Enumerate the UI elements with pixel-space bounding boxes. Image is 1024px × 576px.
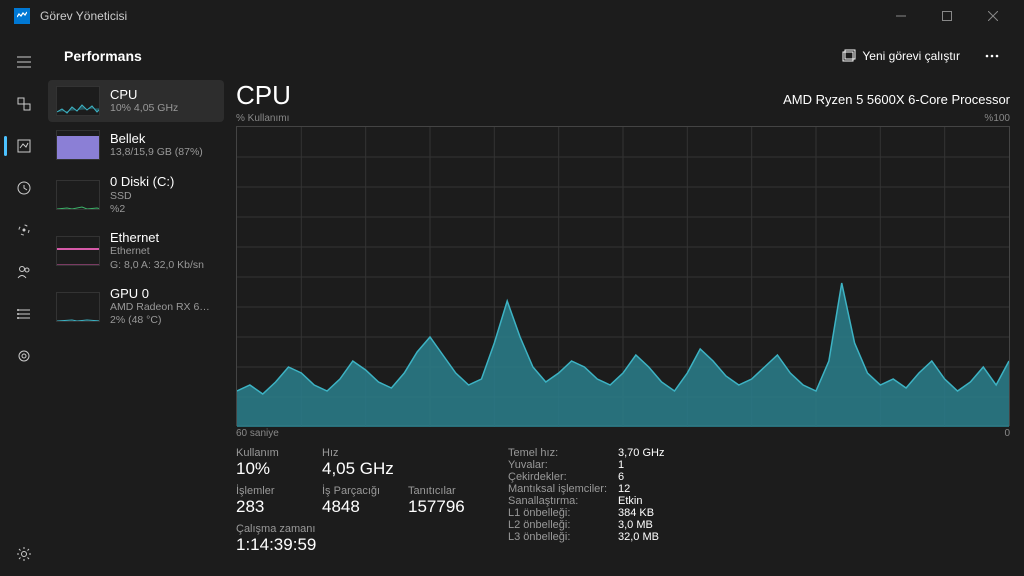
nav-rail xyxy=(0,32,48,576)
resource-item-cpu[interactable]: CPU 10% 4,05 GHz xyxy=(48,80,224,122)
titlebar: Görev Yöneticisi xyxy=(0,0,1024,32)
spec-key: Mantıksal işlemciler: xyxy=(508,483,618,495)
resource-list: CPU 10% 4,05 GHz Bellek 13,8/15,9 GB (87… xyxy=(48,80,224,568)
stat-value: 157796 xyxy=(408,497,468,517)
resource-name: CPU xyxy=(110,87,216,103)
run-task-icon xyxy=(842,49,856,63)
stat-value: 4848 xyxy=(322,497,382,517)
close-button[interactable] xyxy=(970,0,1016,32)
y-axis-label: % Kullanımı xyxy=(236,113,289,124)
stat-label: Tanıtıcılar xyxy=(408,485,468,497)
resource-sub2: 2% (48 °C) xyxy=(110,314,216,327)
new-task-label: Yeni görevi çalıştır xyxy=(862,49,960,63)
spec-value: 12 xyxy=(618,483,630,495)
stat-value: 4,05 GHz xyxy=(322,459,394,479)
resource-sub: 13,8/15,9 GB (87%) xyxy=(110,146,216,159)
minimize-button[interactable] xyxy=(878,0,924,32)
resource-item-gpu-0[interactable]: GPU 0 AMD Radeon RX 6… 2% (48 °C) xyxy=(48,280,224,334)
y-axis-max: %100 xyxy=(984,113,1010,124)
page-header: Performans Yeni görevi çalıştır xyxy=(48,32,1024,80)
spec-key: Temel hız: xyxy=(508,447,618,459)
resource-name: 0 Diski (C:) xyxy=(110,174,216,190)
spec-key: Çekirdekler: xyxy=(508,471,618,483)
rail-details[interactable] xyxy=(4,294,44,334)
resource-name: Ethernet xyxy=(110,230,216,246)
detail-panel: CPU AMD Ryzen 5 5600X 6-Core Processor %… xyxy=(236,80,1010,568)
spec-value: 32,0 MB xyxy=(618,531,659,543)
resource-item-bellek[interactable]: Bellek 13,8/15,9 GB (87%) xyxy=(48,124,224,166)
spec-value: 3,70 GHz xyxy=(618,447,664,459)
rail-startup[interactable] xyxy=(4,210,44,250)
resource-sub: Ethernet xyxy=(110,245,216,258)
stat-label: Çalışma zamanı xyxy=(236,523,316,535)
page-title: Performans xyxy=(64,48,832,64)
rail-users[interactable] xyxy=(4,252,44,292)
spec-value: 384 KB xyxy=(618,507,654,519)
hamburger-button[interactable] xyxy=(4,42,44,82)
resource-sub2: %2 xyxy=(110,203,216,216)
spec-key: L3 önbelleği: xyxy=(508,531,618,543)
resource-sub: SSD xyxy=(110,190,216,203)
rail-services[interactable] xyxy=(4,336,44,376)
stats-section: Kullanım10% Hız4,05 GHz İşlemler283 İş Parç… xyxy=(236,447,1010,561)
new-task-button[interactable]: Yeni görevi çalıştır xyxy=(832,43,970,69)
x-axis-left: 60 saniye xyxy=(236,428,279,439)
spec-key: L1 önbelleği: xyxy=(508,507,618,519)
stat-label: Hız xyxy=(322,447,394,459)
detail-subtitle: AMD Ryzen 5 5600X 6-Core Processor xyxy=(783,92,1010,107)
spec-key: L2 önbelleği: xyxy=(508,519,618,531)
rail-settings[interactable] xyxy=(4,534,44,574)
thumb-chart xyxy=(56,180,100,210)
thumb-chart xyxy=(56,130,100,160)
thumb-chart xyxy=(56,292,100,322)
spec-value: 6 xyxy=(618,471,624,483)
resource-name: GPU 0 xyxy=(110,286,216,302)
resource-sub: 10% 4,05 GHz xyxy=(110,102,216,115)
spec-value: 3,0 MB xyxy=(618,519,653,531)
thumb-chart xyxy=(56,86,100,116)
rail-history[interactable] xyxy=(4,168,44,208)
app-title: Görev Yöneticisi xyxy=(40,9,878,23)
stat-value: 10% xyxy=(236,459,296,479)
rail-performance[interactable] xyxy=(4,126,44,166)
spec-value: Etkin xyxy=(618,495,642,507)
spec-key: Yuvalar: xyxy=(508,459,618,471)
thumb-chart xyxy=(56,236,100,266)
detail-title: CPU xyxy=(236,80,291,111)
more-button[interactable] xyxy=(976,40,1008,72)
resource-sub: AMD Radeon RX 6… xyxy=(110,301,216,314)
stat-value: 283 xyxy=(236,497,296,517)
spec-key: Sanallaştırma: xyxy=(508,495,618,507)
stat-label: İşlemler xyxy=(236,485,296,497)
spec-value: 1 xyxy=(618,459,624,471)
cpu-chart[interactable] xyxy=(236,126,1010,426)
resource-item-0-diski-c-[interactable]: 0 Diski (C:) SSD %2 xyxy=(48,168,224,222)
maximize-button[interactable] xyxy=(924,0,970,32)
resource-item-ethernet[interactable]: Ethernet Ethernet G: 8,0 A: 32,0 Kb/sn xyxy=(48,224,224,278)
resource-sub2: G: 8,0 A: 32,0 Kb/sn xyxy=(110,259,216,272)
x-axis-right: 0 xyxy=(1004,428,1010,439)
rail-processes[interactable] xyxy=(4,84,44,124)
stat-label: Kullanım xyxy=(236,447,296,459)
stat-label: İş Parçacığı xyxy=(322,485,382,497)
stat-value: 1:14:39:59 xyxy=(236,535,316,555)
app-icon xyxy=(14,8,30,24)
resource-name: Bellek xyxy=(110,131,216,147)
